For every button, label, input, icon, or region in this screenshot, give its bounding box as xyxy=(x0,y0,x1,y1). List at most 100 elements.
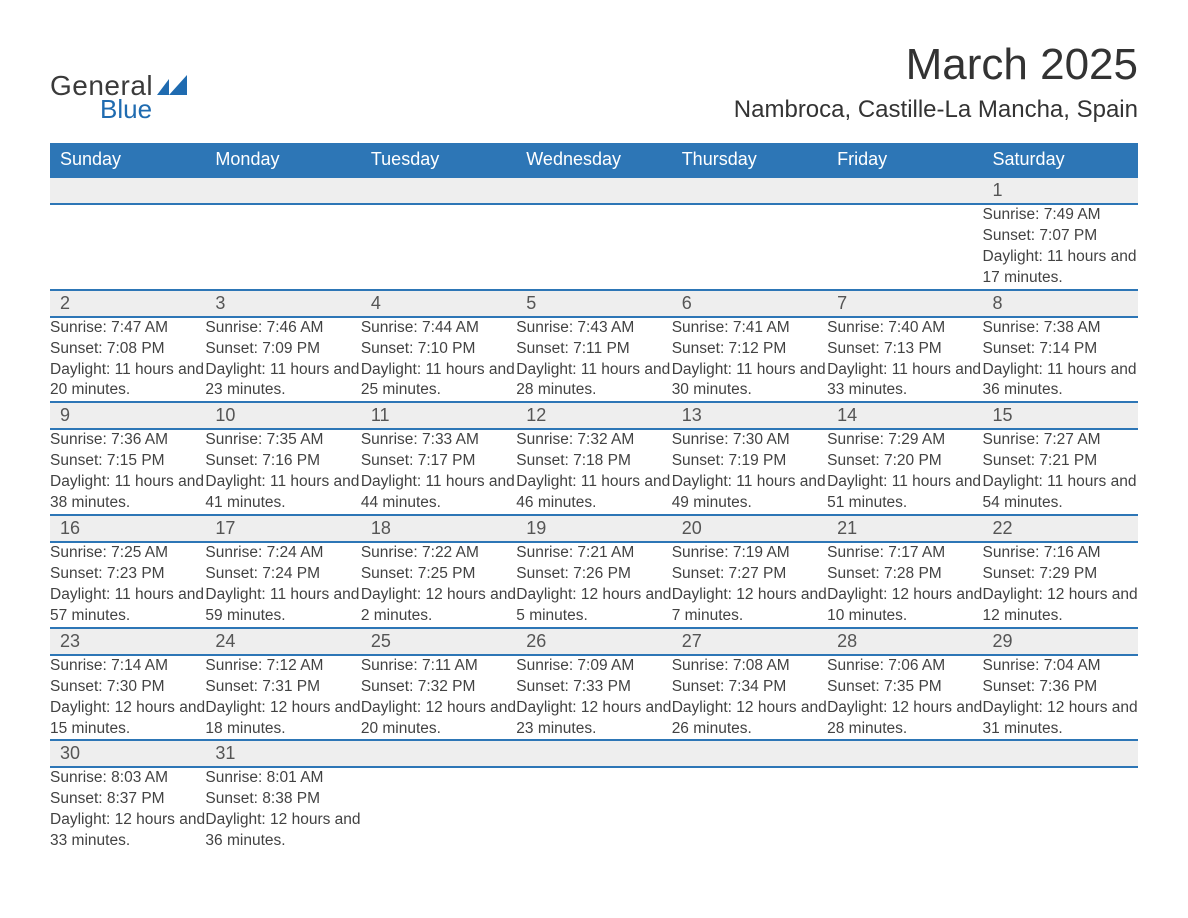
sunrise-line: Sunrise: 7:49 AM xyxy=(983,205,1138,226)
sunset-line: Sunset: 7:34 PM xyxy=(672,677,827,698)
day-info-cell: Sunrise: 7:44 AMSunset: 7:10 PMDaylight:… xyxy=(361,317,516,403)
brand-word-2: Blue xyxy=(100,94,152,125)
sunset-line: Sunset: 7:32 PM xyxy=(361,677,516,698)
daylight-line: Daylight: 12 hours and 5 minutes. xyxy=(516,585,671,627)
sunset-line: Sunset: 7:19 PM xyxy=(672,451,827,472)
sunset-line: Sunset: 7:10 PM xyxy=(361,339,516,360)
weekday-header: Monday xyxy=(205,143,360,177)
day-number: 17 xyxy=(205,516,360,541)
week-info-row: Sunrise: 7:14 AMSunset: 7:30 PMDaylight:… xyxy=(50,655,1138,741)
day-info-cell: Sunrise: 7:47 AMSunset: 7:08 PMDaylight:… xyxy=(50,317,205,403)
location-subtitle: Nambroca, Castille-La Mancha, Spain xyxy=(734,96,1138,124)
day-number-cell: 24 xyxy=(205,628,360,655)
day-info-cell xyxy=(361,767,516,852)
daylight-line: Daylight: 11 hours and 49 minutes. xyxy=(672,472,827,514)
day-number-cell xyxy=(672,740,827,767)
day-number: 1 xyxy=(983,178,1138,203)
day-number-cell: 23 xyxy=(50,628,205,655)
day-info-cell xyxy=(672,204,827,290)
sunrise-line: Sunrise: 7:29 AM xyxy=(827,430,982,451)
day-number: 21 xyxy=(827,516,982,541)
day-info-cell: Sunrise: 7:38 AMSunset: 7:14 PMDaylight:… xyxy=(983,317,1138,403)
day-number-cell: 20 xyxy=(672,515,827,542)
daylight-line: Daylight: 12 hours and 23 minutes. xyxy=(516,698,671,740)
sunset-line: Sunset: 7:27 PM xyxy=(672,564,827,585)
day-number-cell xyxy=(672,177,827,204)
day-info-cell: Sunrise: 7:32 AMSunset: 7:18 PMDaylight:… xyxy=(516,429,671,515)
day-number: 30 xyxy=(50,741,205,766)
sunset-line: Sunset: 7:21 PM xyxy=(983,451,1138,472)
week-daynum-row: 16171819202122 xyxy=(50,515,1138,542)
daylight-line: Daylight: 11 hours and 28 minutes. xyxy=(516,360,671,402)
sunset-line: Sunset: 7:17 PM xyxy=(361,451,516,472)
day-info-cell: Sunrise: 7:11 AMSunset: 7:32 PMDaylight:… xyxy=(361,655,516,741)
day-number-cell: 13 xyxy=(672,402,827,429)
calendar-header-row: SundayMondayTuesdayWednesdayThursdayFrid… xyxy=(50,143,1138,177)
sunset-line: Sunset: 7:33 PM xyxy=(516,677,671,698)
daylight-line: Daylight: 12 hours and 7 minutes. xyxy=(672,585,827,627)
daylight-line: Daylight: 12 hours and 26 minutes. xyxy=(672,698,827,740)
sunrise-line: Sunrise: 8:01 AM xyxy=(205,768,360,789)
day-number-cell: 4 xyxy=(361,290,516,317)
day-number-cell: 21 xyxy=(827,515,982,542)
daylight-line: Daylight: 11 hours and 17 minutes. xyxy=(983,247,1138,289)
sunset-line: Sunset: 7:35 PM xyxy=(827,677,982,698)
daylight-line: Daylight: 11 hours and 41 minutes. xyxy=(205,472,360,514)
sunset-line: Sunset: 7:23 PM xyxy=(50,564,205,585)
daylight-line: Daylight: 11 hours and 57 minutes. xyxy=(50,585,205,627)
day-info-cell: Sunrise: 7:08 AMSunset: 7:34 PMDaylight:… xyxy=(672,655,827,741)
day-number: 23 xyxy=(50,629,205,654)
daylight-line: Daylight: 12 hours and 15 minutes. xyxy=(50,698,205,740)
sunrise-line: Sunrise: 7:16 AM xyxy=(983,543,1138,564)
sunrise-line: Sunrise: 7:19 AM xyxy=(672,543,827,564)
day-number: 13 xyxy=(672,403,827,428)
day-number: 12 xyxy=(516,403,671,428)
day-number-cell: 25 xyxy=(361,628,516,655)
day-info-cell xyxy=(516,204,671,290)
sunrise-line: Sunrise: 7:46 AM xyxy=(205,318,360,339)
sunrise-line: Sunrise: 7:35 AM xyxy=(205,430,360,451)
month-title: March 2025 xyxy=(734,40,1138,90)
week-info-row: Sunrise: 7:36 AMSunset: 7:15 PMDaylight:… xyxy=(50,429,1138,515)
day-info-cell xyxy=(50,204,205,290)
sunrise-line: Sunrise: 7:32 AM xyxy=(516,430,671,451)
day-info-cell: Sunrise: 8:03 AMSunset: 8:37 PMDaylight:… xyxy=(50,767,205,852)
weekday-header: Saturday xyxy=(983,143,1138,177)
week-daynum-row: 23242526272829 xyxy=(50,628,1138,655)
day-number: 2 xyxy=(50,291,205,316)
sunrise-line: Sunrise: 7:09 AM xyxy=(516,656,671,677)
daylight-line: Daylight: 12 hours and 2 minutes. xyxy=(361,585,516,627)
daylight-line: Daylight: 12 hours and 18 minutes. xyxy=(205,698,360,740)
daylight-line: Daylight: 12 hours and 28 minutes. xyxy=(827,698,982,740)
day-number-cell xyxy=(205,177,360,204)
day-info-cell xyxy=(361,204,516,290)
day-number-cell: 17 xyxy=(205,515,360,542)
day-info-cell xyxy=(672,767,827,852)
day-number-cell: 7 xyxy=(827,290,982,317)
daylight-line: Daylight: 11 hours and 20 minutes. xyxy=(50,360,205,402)
day-number-cell xyxy=(516,177,671,204)
day-number: 29 xyxy=(983,629,1138,654)
day-info-cell xyxy=(983,767,1138,852)
week-daynum-row: 1 xyxy=(50,177,1138,204)
daylight-line: Daylight: 12 hours and 31 minutes. xyxy=(983,698,1138,740)
day-info-cell: Sunrise: 7:06 AMSunset: 7:35 PMDaylight:… xyxy=(827,655,982,741)
day-number-cell: 29 xyxy=(983,628,1138,655)
sunrise-line: Sunrise: 7:24 AM xyxy=(205,543,360,564)
sunrise-line: Sunrise: 7:04 AM xyxy=(983,656,1138,677)
daylight-line: Daylight: 11 hours and 23 minutes. xyxy=(205,360,360,402)
sunrise-line: Sunrise: 7:25 AM xyxy=(50,543,205,564)
sunset-line: Sunset: 7:11 PM xyxy=(516,339,671,360)
day-number-cell: 3 xyxy=(205,290,360,317)
day-number: 11 xyxy=(361,403,516,428)
day-info-cell: Sunrise: 7:22 AMSunset: 7:25 PMDaylight:… xyxy=(361,542,516,628)
week-daynum-row: 3031 xyxy=(50,740,1138,767)
day-info-cell xyxy=(827,204,982,290)
brand-mark-icon xyxy=(157,75,187,100)
day-number-cell: 12 xyxy=(516,402,671,429)
day-info-cell: Sunrise: 7:14 AMSunset: 7:30 PMDaylight:… xyxy=(50,655,205,741)
day-number: 15 xyxy=(983,403,1138,428)
sunset-line: Sunset: 7:14 PM xyxy=(983,339,1138,360)
sunrise-line: Sunrise: 7:38 AM xyxy=(983,318,1138,339)
day-number-cell: 1 xyxy=(983,177,1138,204)
